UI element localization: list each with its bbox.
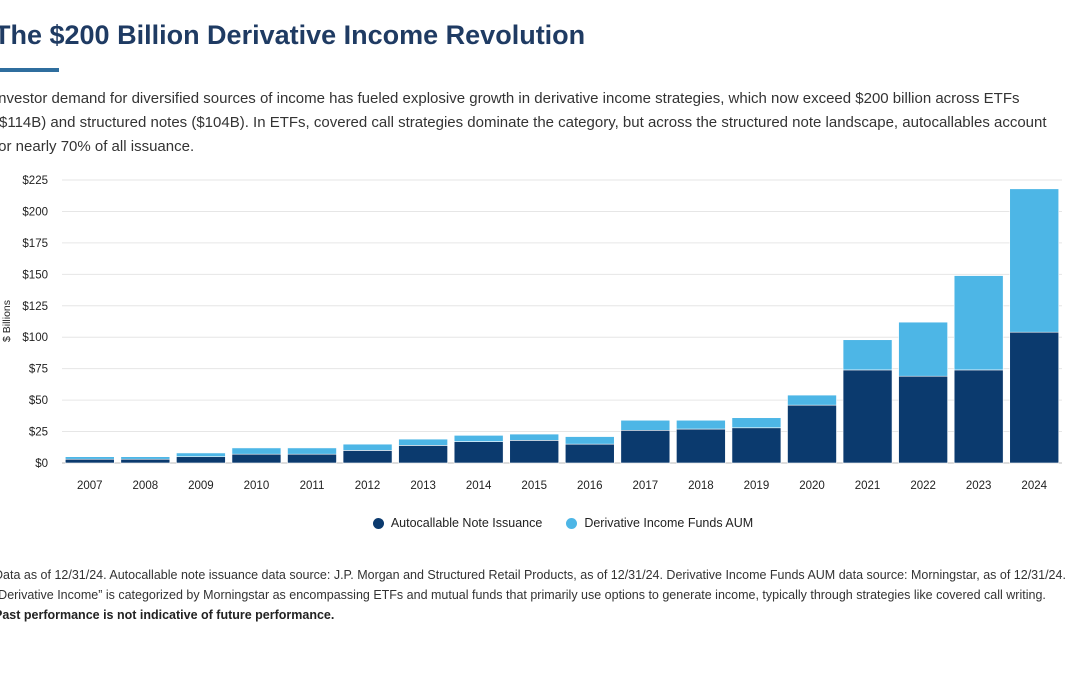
bar-derivative-income-2011 (287, 447, 337, 455)
chart-legend: Autocallable Note Issuance Derivative In… (0, 516, 1080, 530)
bar-derivative-income-2016 (564, 436, 615, 445)
x-tick-label-2015: 2015 (521, 480, 547, 492)
bar-autocallable-2008 (120, 458, 171, 464)
y-tick-label: $150 (22, 269, 48, 281)
bar-autocallable-2013 (398, 445, 448, 464)
bar-autocallable-2020 (787, 404, 837, 464)
x-tick-label-2024: 2024 (1021, 480, 1047, 492)
bar-autocallable-2021 (842, 369, 893, 464)
bar-derivative-income-2024 (1009, 188, 1060, 333)
legend-item-autocallable: Autocallable Note Issuance (372, 516, 543, 530)
bar-derivative-income-2019 (731, 417, 782, 429)
bar-derivative-income-2014 (453, 435, 504, 442)
page-title: The $200 Billion Derivative Income Revol… (0, 20, 586, 50)
bar-autocallable-2019 (731, 427, 782, 464)
x-tick-label-2016: 2016 (577, 480, 603, 492)
legend-label-derivative-income: Derivative Income Funds AUM (584, 516, 754, 530)
x-tick-label-2012: 2012 (355, 480, 381, 492)
x-tick-label-2013: 2013 (410, 480, 436, 492)
bar-autocallable-2010 (231, 453, 282, 464)
x-tick-label-2011: 2011 (300, 480, 325, 492)
y-tick-label: $25 (29, 427, 48, 439)
bar-derivative-income-2010 (231, 447, 282, 455)
bar-autocallable-2023 (953, 369, 1004, 464)
bar-derivative-income-2015 (509, 433, 560, 441)
bar-autocallable-2007 (64, 458, 115, 464)
y-axis-label: $ Billions (1, 300, 13, 342)
bar-derivative-income-2007 (64, 456, 115, 460)
x-tick-label-2010: 2010 (244, 480, 270, 492)
stacked-bar-chart: $0 $25 $50 $75 $100 $125 $150 $175 $200 $225 2007… (1, 175, 1062, 492)
y-tick-label: $0 (35, 458, 48, 470)
x-tick-label-2017: 2017 (633, 480, 659, 492)
bar-autocallable-2014 (453, 441, 504, 464)
bar-autocallable-2022 (898, 375, 948, 464)
legend-dot-derivative-income (566, 517, 578, 529)
x-tick-label-2014: 2014 (466, 480, 492, 492)
bar-autocallable-2009 (176, 456, 226, 464)
bar-autocallable-2018 (676, 428, 726, 464)
y-tick-label: $200 (22, 206, 48, 218)
y-tick-label: $100 (22, 332, 48, 344)
footnote: Data as of 12/31/24. Autocallable note i… (0, 565, 1074, 625)
bar-autocallable-2016 (564, 443, 615, 464)
y-tick-label: $75 (29, 364, 48, 376)
bar-autocallable-2024 (1009, 331, 1060, 464)
bar-derivative-income-2021 (842, 339, 893, 371)
bar-autocallable-2015 (509, 440, 560, 464)
y-tick-label: $50 (29, 395, 48, 407)
legend-dot-autocallable (372, 517, 384, 529)
bar-derivative-income-2020 (787, 394, 837, 406)
y-tick-label: $225 (22, 175, 48, 187)
bar-derivative-income-2012 (342, 443, 393, 451)
x-axis-ticks: 2007 2008 2009 2010 2011 2012 2013 2014 2015 2016… (77, 480, 1048, 492)
footnote-disclaimer: Past performance is not indicative of fu… (0, 608, 335, 622)
bar-derivative-income-2013 (398, 438, 448, 446)
bar-autocallable-2012 (342, 450, 393, 464)
intro-paragraph: Investor demand for diversified sources … (0, 90, 1047, 155)
bar-autocallable-2011 (287, 453, 337, 464)
gridlines (62, 179, 1062, 464)
bar-derivative-income-2008 (120, 456, 171, 460)
bar-autocallable-2017 (620, 429, 671, 464)
bar-derivative-income-2022 (898, 321, 948, 377)
y-tick-label: $175 (22, 238, 48, 250)
title-underline (0, 68, 59, 72)
x-tick-label-2007: 2007 (77, 480, 103, 492)
x-tick-label-2022: 2022 (910, 480, 936, 492)
x-tick-label-2008: 2008 (133, 480, 159, 492)
bar-derivative-income-2023 (953, 275, 1004, 371)
x-tick-label-2019: 2019 (744, 480, 770, 492)
y-tick-label: $125 (22, 301, 48, 313)
y-axis-ticks: $0 $25 $50 $75 $100 $125 $150 $175 $200 $225 (22, 175, 48, 470)
footnote-text: Data as of 12/31/24. Autocallable note i… (0, 568, 1066, 602)
bar-derivative-income-2009 (176, 452, 226, 458)
legend-item-derivative-income: Derivative Income Funds AUM (566, 516, 753, 530)
x-tick-label-2023: 2023 (966, 480, 992, 492)
bars (64, 188, 1060, 464)
legend-label-autocallable: Autocallable Note Issuance (390, 516, 543, 530)
x-tick-label-2020: 2020 (799, 480, 825, 492)
x-tick-label-2021: 2021 (855, 480, 881, 492)
bar-derivative-income-2017 (620, 419, 671, 431)
x-tick-label-2009: 2009 (188, 480, 214, 492)
bar-derivative-income-2018 (676, 419, 726, 430)
x-tick-label-2018: 2018 (688, 480, 714, 492)
